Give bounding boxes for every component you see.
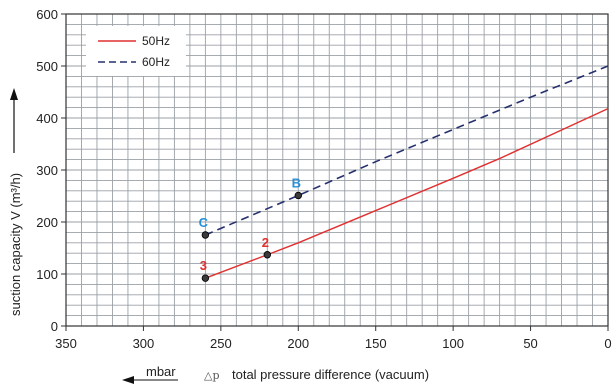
point-label-2: 2 <box>262 235 269 250</box>
legend-label-60hz: 60Hz <box>142 55 170 69</box>
x-axis-symbol: △p <box>204 369 220 382</box>
series-line-60hz <box>205 65 609 236</box>
x-axis-label: total pressure difference (vacuum) <box>232 367 429 382</box>
y-tick-label: 600 <box>36 7 58 22</box>
data-point-3 <box>201 274 210 282</box>
y-tick-label: 300 <box>36 163 58 178</box>
x-unit-label: mbar <box>146 364 176 379</box>
legend: 50Hz 60Hz <box>86 26 186 76</box>
legend-label-50hz: 50Hz <box>142 34 170 48</box>
data-point-2 <box>263 251 272 259</box>
y-tick-label: 200 <box>36 215 58 230</box>
legend-box <box>86 26 186 76</box>
x-axis-label-group: mbar △p total pressure difference (vacuu… <box>122 364 429 384</box>
y-axis-label: suction capacity V (m³/h) <box>8 173 23 316</box>
x-tick-label: 350 <box>55 336 77 351</box>
y-tick-label: 0 <box>51 319 58 334</box>
x-tick-label: 300 <box>133 336 155 351</box>
point-label-c: C <box>199 215 209 230</box>
x-tick-label: 250 <box>210 336 232 351</box>
x-tick-label: 150 <box>365 336 387 351</box>
points-layer: 3 2 C B <box>199 175 302 282</box>
x-axis-arrow-head <box>122 376 134 384</box>
point-label-b: B <box>292 175 301 190</box>
y-tick-label: 400 <box>36 111 58 126</box>
y-axis-label-group: suction capacity V (m³/h) <box>8 88 23 316</box>
x-tick-label: 50 <box>523 336 537 351</box>
y-tick-label: 100 <box>36 267 58 282</box>
point-label-3: 3 <box>200 258 207 273</box>
x-tick-label: 100 <box>442 336 464 351</box>
y-tick-label: 500 <box>36 59 58 74</box>
x-tick-label: 0 <box>604 336 611 351</box>
data-point-b <box>294 191 302 200</box>
data-point-c <box>201 231 210 239</box>
x-tick-label: 200 <box>287 336 309 351</box>
y-axis-arrow-head <box>10 88 18 100</box>
